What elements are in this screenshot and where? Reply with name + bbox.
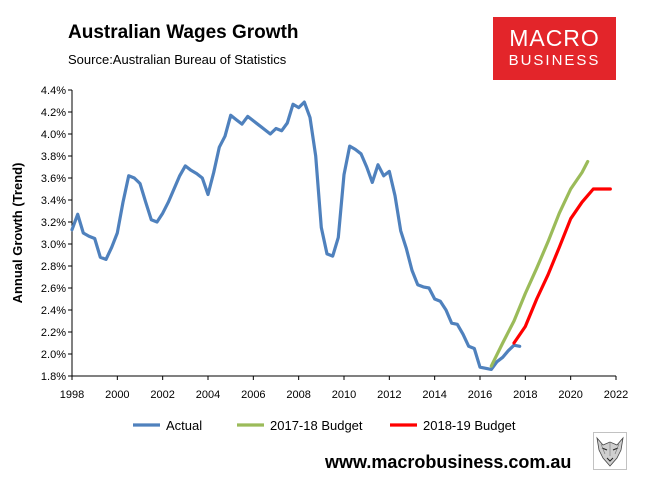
y-tick-label: 3.2% xyxy=(41,217,66,229)
x-tick-label: 2010 xyxy=(332,389,356,401)
chart-series xyxy=(70,100,612,371)
y-tick-label: 4.0% xyxy=(41,129,66,141)
legend-label-3: 2018-19 Budget xyxy=(423,418,516,433)
macro-business-logo: MACRO BUSINESS xyxy=(493,17,616,80)
x-tick-label: 2002 xyxy=(150,389,174,401)
x-tick-label: 2014 xyxy=(422,389,446,401)
y-tick-label: 3.4% xyxy=(41,195,66,207)
x-tick-label: 2022 xyxy=(604,389,628,401)
wolf-mascot-icon xyxy=(593,432,627,470)
x-tick-label: 2006 xyxy=(241,389,265,401)
chart-axes: 1.8% 2.0% 2.2% 2.4% 2.6% 2.8% 3.0% 3.2% 3.4% 3.6%… xyxy=(41,85,628,401)
logo-line1: MACRO xyxy=(509,25,600,51)
y-tick-label: 1.8% xyxy=(41,371,66,383)
y-tick-label: 2.2% xyxy=(41,327,66,339)
x-tick-label: 1998 xyxy=(60,389,84,401)
y-axis-label: Annual Growth (Trend) xyxy=(10,163,25,304)
legend-label-2: 2017-18 Budget xyxy=(270,418,363,433)
x-tick-label: 2012 xyxy=(377,389,401,401)
y-tick-label: 2.6% xyxy=(41,283,66,295)
x-tick-label: 2018 xyxy=(513,389,537,401)
website-url: www.macrobusiness.com.au xyxy=(325,452,572,472)
y-tick-label: 4.4% xyxy=(41,85,66,97)
x-tick-label: 2000 xyxy=(105,389,129,401)
x-tick-label: 2016 xyxy=(468,389,492,401)
series-line-1 xyxy=(70,100,522,371)
x-tick-label: 2008 xyxy=(286,389,310,401)
x-tick-label: 2020 xyxy=(558,389,582,401)
x-tick-label: 2004 xyxy=(196,389,220,401)
y-tick-label: 3.8% xyxy=(41,151,66,163)
series-line-2 xyxy=(489,159,590,368)
y-tick-label: 2.8% xyxy=(41,261,66,273)
y-tick-label: 2.0% xyxy=(41,349,66,361)
chart-legend: Actual 2017-18 Budget 2018-19 Budget xyxy=(133,418,516,433)
y-tick-label: 3.0% xyxy=(41,239,66,251)
logo-line2: BUSINESS xyxy=(508,52,601,69)
chart-title: Australian Wages Growth xyxy=(68,22,299,43)
series-line-3 xyxy=(512,187,612,345)
y-tick-label: 4.2% xyxy=(41,107,66,119)
y-tick-label: 2.4% xyxy=(41,305,66,317)
y-tick-label: 3.6% xyxy=(41,173,66,185)
legend-label-1: Actual xyxy=(166,418,202,433)
chart-subtitle: Source:Australian Bureau of Statistics xyxy=(68,52,287,67)
